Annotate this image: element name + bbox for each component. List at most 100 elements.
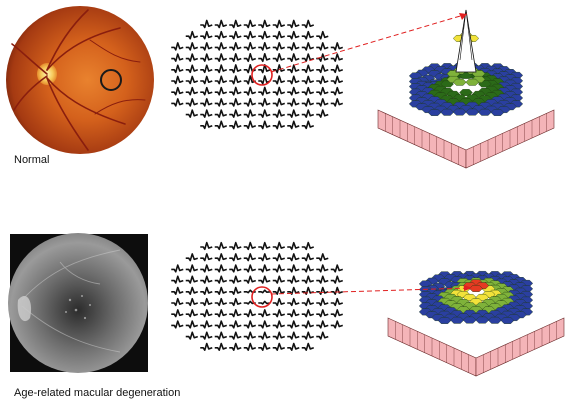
erg-trace bbox=[200, 241, 213, 251]
erg-trace bbox=[258, 300, 271, 305]
erg-trace bbox=[287, 253, 300, 262]
erg-trace bbox=[171, 42, 184, 51]
erg-trace bbox=[301, 241, 314, 251]
erg-trace bbox=[316, 109, 329, 118]
erg-trace bbox=[287, 86, 300, 96]
erg-trace bbox=[200, 264, 213, 273]
erg-trace bbox=[229, 297, 242, 307]
erg-trace bbox=[330, 75, 344, 85]
erg-trace bbox=[200, 19, 213, 29]
erg-trace bbox=[229, 253, 242, 262]
erg-trace bbox=[301, 309, 314, 318]
erg-trace bbox=[229, 53, 242, 63]
erg-trace bbox=[214, 342, 227, 351]
erg-trace bbox=[272, 331, 285, 340]
erg-trace bbox=[214, 309, 227, 318]
erg-trace bbox=[229, 120, 242, 130]
erg-trace bbox=[185, 331, 198, 340]
erg-trace bbox=[287, 19, 300, 29]
erg-trace bbox=[229, 109, 242, 118]
erg-trace bbox=[243, 19, 257, 29]
erg-trace bbox=[287, 241, 300, 251]
retinal-vessels bbox=[11, 9, 146, 151]
erg-trace bbox=[272, 275, 285, 284]
erg-trace bbox=[301, 253, 314, 262]
erg-trace bbox=[171, 309, 184, 318]
erg-trace bbox=[258, 98, 271, 107]
erg-trace bbox=[229, 264, 242, 273]
erg-trace bbox=[287, 109, 300, 118]
normal-link-arrow bbox=[270, 13, 468, 73]
erg-trace bbox=[229, 320, 242, 329]
erg-trace bbox=[287, 75, 300, 85]
erg-trace bbox=[229, 309, 242, 318]
erg-trace bbox=[272, 30, 286, 40]
erg-trace bbox=[243, 342, 256, 351]
erg-trace bbox=[200, 275, 213, 284]
erg-trace bbox=[287, 42, 300, 51]
erg-trace bbox=[301, 53, 315, 62]
erg-trace bbox=[214, 109, 228, 118]
erg-trace bbox=[229, 331, 242, 340]
erg-trace bbox=[330, 264, 343, 273]
erg-trace bbox=[185, 297, 198, 307]
erg-trace bbox=[301, 98, 315, 107]
erg-trace bbox=[272, 98, 286, 107]
erg-trace bbox=[258, 63, 271, 74]
erg-trace bbox=[301, 109, 315, 118]
erg-trace bbox=[243, 253, 256, 262]
erg-trace bbox=[200, 42, 213, 51]
amd-fundus-photo bbox=[8, 233, 148, 373]
erg-trace bbox=[258, 52, 271, 63]
erg-trace bbox=[214, 241, 227, 251]
erg-trace bbox=[316, 53, 329, 62]
erg-trace bbox=[229, 19, 242, 29]
erg-trace bbox=[330, 275, 343, 284]
erg-trace bbox=[243, 320, 256, 329]
erg-trace bbox=[316, 75, 329, 85]
erg-trace bbox=[301, 120, 315, 130]
erg-trace bbox=[171, 53, 184, 62]
erg-trace bbox=[229, 275, 242, 284]
erg-trace bbox=[316, 286, 329, 295]
erg-trace bbox=[200, 342, 213, 351]
erg-trace bbox=[258, 109, 271, 118]
erg-trace bbox=[214, 53, 228, 62]
amd-caption: Age-related macular degeneration bbox=[14, 387, 181, 399]
erg-trace bbox=[171, 98, 184, 107]
erg-trace bbox=[287, 53, 300, 62]
erg-trace bbox=[185, 98, 199, 107]
erg-trace bbox=[214, 331, 227, 340]
erg-trace bbox=[200, 286, 213, 295]
erg-trace bbox=[243, 52, 257, 63]
central-peak bbox=[455, 9, 477, 73]
erg-trace bbox=[330, 297, 343, 307]
erg-trace bbox=[214, 75, 228, 85]
amd-arrowhead bbox=[464, 285, 472, 291]
erg-trace bbox=[258, 289, 271, 294]
erg-trace bbox=[316, 297, 329, 307]
erg-trace bbox=[316, 98, 329, 107]
erg-trace bbox=[214, 42, 228, 51]
erg-trace bbox=[243, 98, 257, 107]
erg-trace bbox=[200, 331, 213, 340]
erg-trace bbox=[171, 264, 184, 273]
erg-trace bbox=[301, 19, 315, 29]
normal-fundus-photo bbox=[6, 6, 154, 154]
erg-trace bbox=[214, 286, 227, 295]
amd-erg-trace-array bbox=[171, 241, 343, 351]
normal-caption: Normal bbox=[14, 154, 50, 166]
normal-3d-topography bbox=[377, 9, 555, 169]
erg-trace bbox=[243, 275, 256, 284]
erg-trace bbox=[301, 86, 315, 96]
erg-trace bbox=[200, 86, 213, 96]
erg-trace bbox=[200, 253, 213, 262]
erg-trace bbox=[243, 331, 256, 340]
erg-trace bbox=[171, 86, 184, 96]
erg-trace bbox=[185, 75, 199, 85]
erg-trace bbox=[185, 109, 199, 118]
erg-trace bbox=[301, 331, 314, 340]
surface-cell bbox=[500, 317, 515, 324]
